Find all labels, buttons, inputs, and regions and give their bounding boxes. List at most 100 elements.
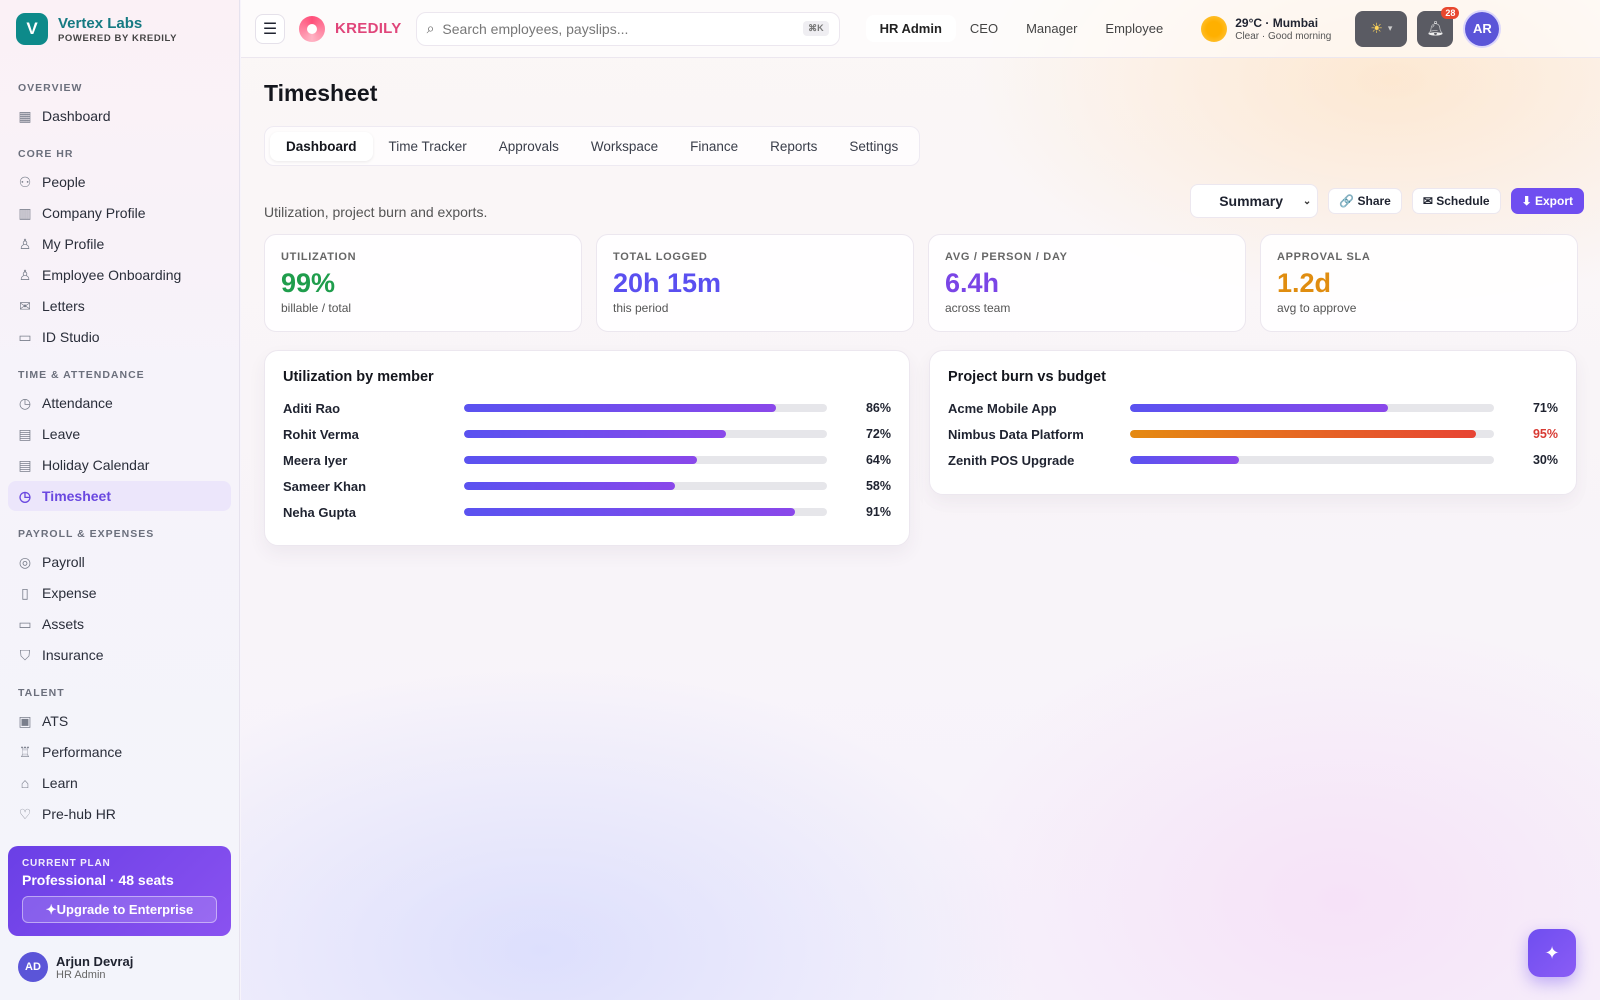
tab-time-tracker[interactable]: Time Tracker [388,138,467,154]
briefcase-icon: ▣ [18,712,32,729]
sidebar-item-label: Company Profile [42,205,146,221]
sidebar-item-letters[interactable]: ✉ Letters [8,291,231,321]
sidebar-item-label: My Profile [42,236,105,252]
sidebar-item-performance[interactable]: ♖ Performance [8,737,231,767]
bar-pct: 95% [1532,427,1558,441]
brand[interactable]: V Vertex Labs POWERED BY KREDILY [0,0,239,58]
role-manager[interactable]: Manager [1026,21,1078,36]
sidebar-item-learn[interactable]: ⌂ Learn [8,768,231,798]
sidebar-item-my-profile[interactable]: ♙ My Profile [8,229,231,259]
bar-row: Meera Iyer 64% [283,447,891,473]
assistant-button[interactable]: ✦ [1528,929,1576,977]
sidebar-item-expense[interactable]: ▯ Expense [8,578,231,608]
sidebar-item-company-profile[interactable]: ▥ Company Profile [8,198,231,228]
export-button[interactable]: ⬇ Export [1510,188,1584,214]
timer-icon: ◷ [18,487,32,504]
calendar-check-icon: ▤ [18,425,32,442]
sidebar-item-insurance[interactable]: ⛉ Insurance [8,640,231,670]
role-ceo[interactable]: CEO [969,21,999,36]
tab-bar: Dashboard Time Tracker Approvals Workspace F… [264,126,921,166]
monitor-icon: ▭ [18,615,32,632]
user-card[interactable]: AD Arjun Devraj HR Admin [18,952,133,982]
bar-fill [1130,430,1476,438]
tab-dashboard[interactable]: Dashboard [270,131,373,161]
tab-workspace[interactable]: Workspace [590,138,659,154]
nav-section-title: TALENT [18,687,65,699]
role-hr-admin[interactable]: HR Admin [865,15,956,42]
bar-track [1130,456,1494,464]
sidebar-item-label: Employee Onboarding [42,267,182,283]
search-icon: ⌕ [426,20,435,36]
bar-fill [464,508,795,516]
role-switcher: HR Admin CEO Manager Employee [865,15,1178,42]
sidebar-item-id-studio[interactable]: ▭ ID Studio [8,322,231,352]
sidebar-item-ats[interactable]: ▣ ATS [8,706,231,736]
nav-section-title: PAYROLL & EXPENSES [18,528,155,540]
sidebar-item-payroll[interactable]: ◎ Payroll [8,547,231,577]
notifications-button[interactable]: 🔔︎ 28 [1417,6,1460,47]
search-box[interactable]: ⌕ ⌘K [415,11,840,46]
sidebar-item-label: Learn [42,775,78,791]
kpi-value: 99% [281,268,336,298]
theme-toggle[interactable]: ☀ ▾ [1355,10,1408,47]
user-avatar[interactable]: AR [1465,11,1500,46]
schedule-button[interactable]: ✉ Schedule [1411,188,1501,214]
tab-settings[interactable]: Settings [849,138,899,154]
bar-fill [464,456,697,464]
tab-finance[interactable]: Finance [690,138,739,154]
sidebar-item-holiday-calendar[interactable]: ▤ Holiday Calendar [8,450,231,480]
sun-icon [1201,15,1228,42]
role-employee[interactable]: Employee [1105,21,1164,36]
bar-name: Aditi Rao [283,400,341,416]
sidebar-item-pre-hub-hr[interactable]: ♡ Pre-hub HR [8,799,231,829]
sidebar-item-dashboard[interactable]: ▦ Dashboard [8,101,231,131]
sidebar-item-attendance[interactable]: ◷ Attendance [8,388,231,418]
bar-name: Zenith POS Upgrade [948,452,1075,468]
sidebar-item-employee-onboarding[interactable]: ♙ Employee Onboarding [8,260,231,290]
sidebar-item-people[interactable]: ⚇ People [8,167,231,197]
nav-section-title: TIME & ATTENDANCE [18,369,145,381]
sidebar-item-label: Leave [42,426,81,442]
bar-pct: 71% [1532,401,1558,415]
kpi-value: 1.2d [1277,268,1332,298]
bar-fill [464,404,777,412]
search-input[interactable] [442,20,804,37]
kpi-label: AVG / PERSON / DAY [945,251,1068,263]
user-plus-icon: ♙ [18,266,32,283]
upgrade-button[interactable]: ✦Upgrade to Enterprise [22,896,217,923]
sidebar-item-label: Assets [42,616,85,632]
bar-pct: 91% [865,505,892,519]
product-name: KREDILY [335,20,402,37]
brand-name: Vertex Labs [58,14,143,32]
sidebar-item-leave[interactable]: ▤ Leave [8,419,231,449]
sidebar-item-label: ATS [42,713,69,729]
page-subtitle: Utilization, project burn and exports. [264,204,488,220]
shortcut-hint: ⌘K [803,21,829,36]
tab-approvals[interactable]: Approvals [498,138,559,154]
calendar-icon: ▤ [18,456,32,473]
sidebar-item-timesheet[interactable]: ◷ Timesheet [8,481,231,511]
bar-row: Neha Gupta 91% [283,499,891,525]
bell-icon: 🔔︎ [1426,20,1445,36]
notification-badge: 28 [1441,6,1460,19]
main: ☰ KREDILY ⌕ ⌘K HR Admin CEO Manager Employe… [241,0,1600,1000]
plan-card: CURRENT PLAN Professional · 48 seats ✦Up… [8,846,231,936]
kpi-card: TOTAL LOGGED 20h 15m this period [596,234,914,332]
brand-logo: V [16,13,48,45]
bar-fill [464,482,675,490]
weather-widget: 29°C · Mumbai Clear · Good morning [1201,15,1331,42]
sidebar-item-assets[interactable]: ▭ Assets [8,609,231,639]
utilization-card: Utilization by member Aditi Rao 86% Rohit … [264,350,910,546]
view-select[interactable]: Summary ⌄ [1190,184,1319,218]
tab-reports[interactable]: Reports [770,138,818,154]
bar-track [1130,430,1494,438]
menu-icon[interactable]: ☰ [255,13,285,44]
kpi-sub: billable / total [281,301,352,315]
share-button[interactable]: 🔗 Share [1328,188,1402,214]
sidebar-item-label: Timesheet [42,488,111,504]
bar-track [1130,404,1494,412]
id-card-icon: ▭ [18,328,32,345]
receipt-icon: ▯ [21,584,29,601]
avatar: AD [18,952,48,982]
heart-icon: ♡ [18,805,32,822]
